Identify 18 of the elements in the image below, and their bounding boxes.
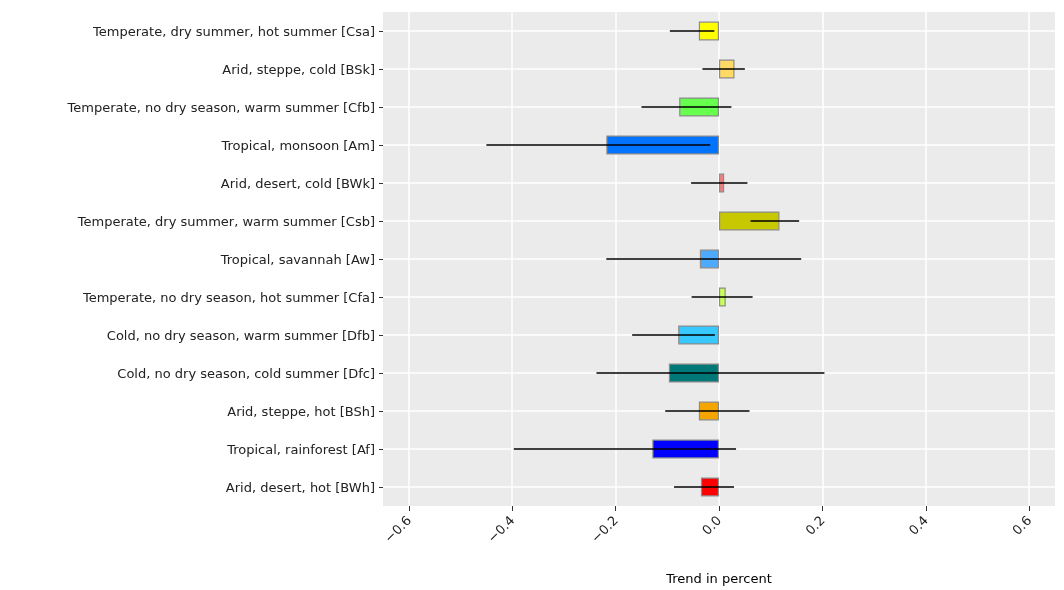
x-tick-label: 0.2 [802, 512, 828, 538]
y-tick-label: Temperate, no dry season, warm summer [Cfb] [66, 99, 375, 115]
x-axis-title: Trend in percent [665, 571, 772, 586]
y-tick-label: Cold, no dry season, cold summer [Dfc] [117, 365, 375, 381]
x-tick-label: 0.4 [905, 512, 932, 538]
x-tick-label: 0.0 [699, 512, 725, 538]
y-tick-label: Tropical, savannah [Aw] [219, 251, 375, 267]
y-tick-label: Arid, desert, hot [BWh] [225, 479, 375, 495]
y-tick-label: Tropical, monsoon [Am] [220, 137, 375, 153]
y-tick-label: Tropical, rainforest [Af] [226, 441, 375, 457]
x-tick-label: 0.6 [1009, 512, 1035, 538]
y-tick-label: Temperate, dry summer, hot summer [Csa] [92, 23, 375, 39]
y-tick-label: Arid, steppe, hot [BSh] [227, 403, 375, 419]
y-tick-label: Cold, no dry season, warm summer [Dfb] [106, 327, 375, 343]
y-tick-label: Arid, desert, cold [BWk] [220, 175, 375, 191]
y-tick-label: Temperate, dry summer, warm summer [Csb] [76, 213, 375, 229]
y-tick-label: Arid, steppe, cold [BSk] [222, 61, 375, 77]
y-tick-label: Temperate, no dry season, hot summer [Cfa] [81, 289, 375, 305]
